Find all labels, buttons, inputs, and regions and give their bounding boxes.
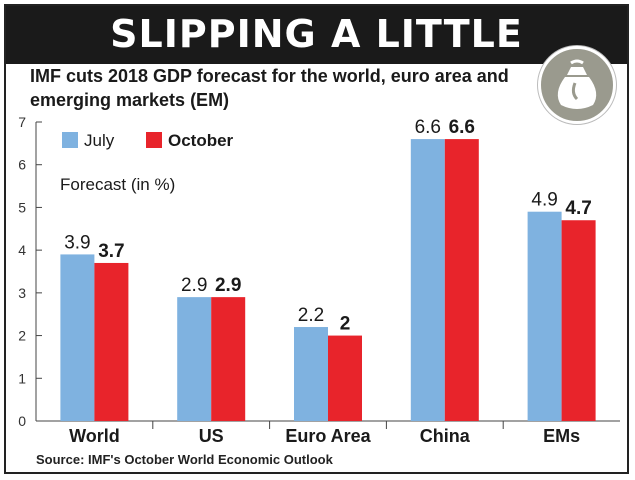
x-tick-label: China (420, 426, 471, 446)
bar-july (294, 327, 328, 421)
y-tick-label: 0 (18, 413, 26, 429)
x-tick-label: World (69, 426, 120, 446)
data-label-october: 2.9 (215, 275, 241, 296)
data-label-october: 6.6 (449, 117, 475, 138)
y-tick-label: 6 (18, 157, 26, 173)
chart-title: SLIPPING A LITTLE (110, 12, 523, 56)
x-tick-label: US (199, 426, 224, 446)
y-tick-label: 5 (18, 199, 26, 215)
x-tick-label: Euro Area (285, 426, 371, 446)
y-tick-label: 3 (18, 285, 26, 301)
legend-label-october: October (168, 131, 234, 150)
data-label-july: 4.9 (531, 190, 557, 211)
data-label-july: 3.9 (64, 232, 90, 253)
bar-october (211, 297, 246, 421)
bar-july (527, 211, 562, 421)
legend-swatch-july (62, 132, 78, 148)
bar-october (94, 262, 129, 421)
bar-october (328, 335, 362, 421)
data-label-october: 3.7 (98, 241, 124, 262)
data-label-july: 2.2 (298, 305, 324, 326)
bar-july (410, 139, 445, 422)
bar-july (60, 254, 95, 421)
legend-swatch-october (146, 132, 162, 148)
legend-label-july: July (84, 131, 115, 150)
money-bag-icon (538, 46, 616, 124)
chart-subtitle: IMF cuts 2018 GDP forecast for the world… (30, 66, 509, 110)
data-label-october: 4.7 (565, 198, 591, 219)
y-tick-label: 7 (18, 114, 26, 130)
x-tick-label: EMs (543, 426, 580, 446)
y-tick-label: 1 (18, 370, 26, 386)
data-label-october: 2 (340, 314, 351, 335)
money-bag-icon-graphic (557, 59, 597, 109)
bar-october (561, 220, 596, 421)
y-tick-label: 2 (18, 328, 26, 344)
bar-july (177, 297, 212, 421)
data-label-july: 6.6 (415, 117, 441, 138)
y-tick-label: 4 (18, 242, 26, 258)
bar-october (444, 139, 479, 422)
source-note: Source: IMF's October World Economic Out… (36, 452, 333, 467)
data-label-july: 2.9 (181, 275, 207, 296)
header-bar: SLIPPING A LITTLE (6, 6, 627, 64)
y-axis-label: Forecast (in %) (60, 175, 175, 194)
